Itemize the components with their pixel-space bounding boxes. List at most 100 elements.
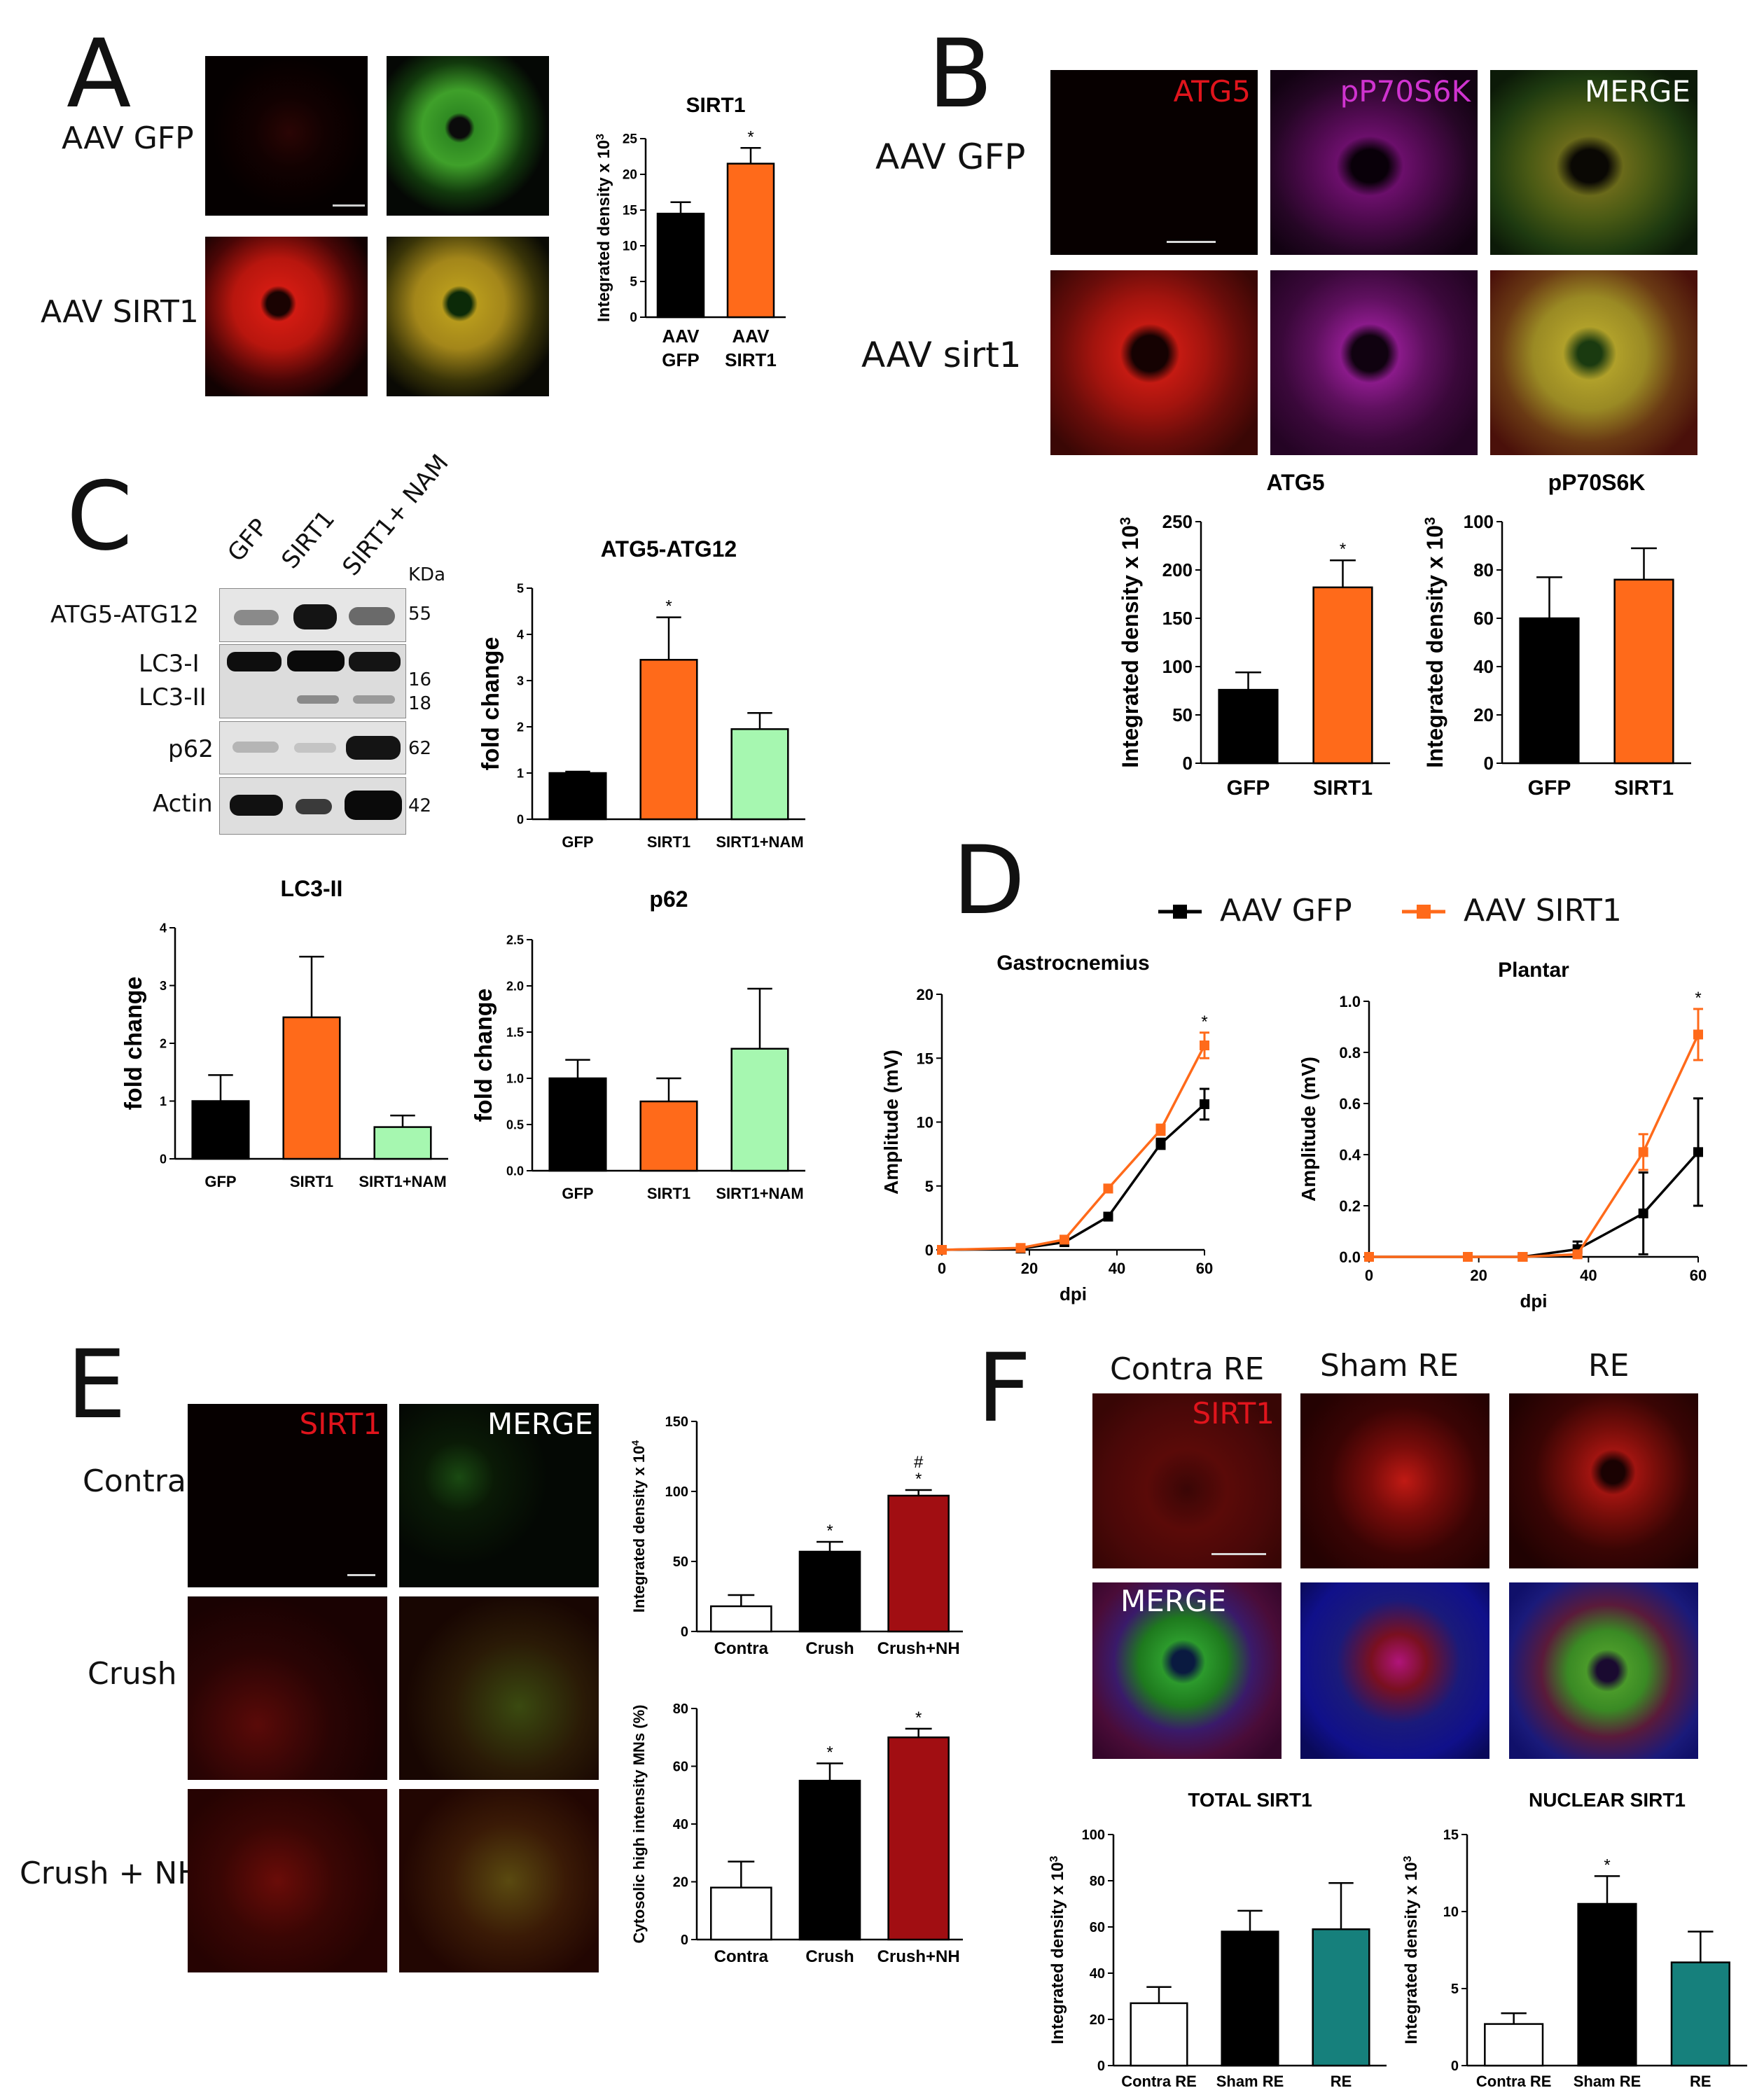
micrograph-a-gfp-green — [387, 56, 549, 216]
x-category-label: GFP — [562, 833, 593, 851]
panel-letter-a: A — [67, 19, 132, 129]
chart-d-gastrocnemius: Gastrocnemius 0 5 10 15 20 0 20 40 60 dpi Amplitude… — [880, 952, 1213, 1304]
y-tick-label: 5 — [517, 581, 524, 595]
chart-b-atg5: ATG5 0 50 100 150 200 250 Integrated density x … — [1118, 470, 1390, 800]
data-point-aav-sirt1 — [1638, 1147, 1648, 1157]
series-line-aav-sirt1 — [941, 1045, 1206, 1251]
significance-mark: * — [1340, 540, 1346, 559]
row-label-crush: Crush — [88, 1656, 177, 1692]
y-tick-label: 0.6 — [1339, 1095, 1361, 1113]
data-point-aav-gfp — [1693, 1147, 1703, 1157]
wb-label-actin: Actin — [153, 790, 213, 818]
x-category-label: GFP — [1528, 777, 1571, 800]
y-tick-label: 0 — [1484, 753, 1494, 774]
row-label-crush-nh: Crush + NH — [20, 1856, 201, 1891]
significance-mark: * — [1604, 1856, 1610, 1874]
significance-mark: * — [1201, 1012, 1207, 1031]
kda-62: 62 — [408, 738, 432, 759]
y-tick-label: 2.0 — [506, 979, 524, 993]
bar-gfp — [548, 1077, 607, 1172]
x-tick-label: 20 — [1470, 1267, 1487, 1284]
y-tick-label: 5 — [925, 1178, 933, 1195]
x-tick-label: 40 — [1109, 1260, 1125, 1277]
chart-title: ATG5-ATG12 — [601, 536, 737, 562]
y-tick-label: 15 — [917, 1050, 933, 1067]
wb-label-atg5-atg12: ATG5-ATG12 — [50, 601, 199, 629]
y-tick-label: 0.5 — [506, 1118, 524, 1132]
row-label-aav-gfp: AAV GFP — [62, 120, 194, 156]
x-tick-label: 60 — [1196, 1260, 1213, 1277]
data-point-aav-sirt1 — [1364, 1252, 1374, 1262]
bar-re — [1670, 1961, 1730, 2067]
y-tick-label: 5 — [630, 275, 637, 290]
y-tick-label: 100 — [665, 1484, 688, 1500]
y-tick-label: 150 — [1162, 608, 1193, 629]
x-category-label: AAV — [732, 326, 770, 347]
bar-sirt1 — [282, 1016, 341, 1160]
bar-re — [1312, 1928, 1370, 2067]
y-tick-label: 10 — [623, 239, 637, 254]
y-axis-label: Integrated density x 103 — [595, 134, 614, 322]
x-category-label: Sham RE — [1574, 2073, 1641, 2090]
bar-contra-re — [1484, 2023, 1544, 2067]
bar-contra — [710, 1605, 772, 1633]
y-tick-label: 0.8 — [1339, 1044, 1361, 1062]
panel-letter-e: E — [67, 1330, 127, 1440]
legend-d-sirt1-label: AAV SIRT1 — [1464, 893, 1622, 928]
bar-crush — [798, 1550, 861, 1633]
significance-mark: * — [915, 1470, 922, 1489]
significance-mark: * — [1695, 989, 1701, 1008]
x-category-label: GFP — [1227, 777, 1270, 800]
series-line-aav-sirt1 — [1369, 1033, 1700, 1258]
y-tick-label: 250 — [1162, 511, 1193, 532]
data-point-aav-sirt1 — [1463, 1252, 1473, 1262]
chart-c-atg5-atg12: ATG5-ATG12 0 1 2 3 4 5 fold change GFP * SIRT1 SIRT… — [478, 536, 805, 851]
y-tick-label: 0.0 — [506, 1164, 524, 1178]
y-tick-label: 0 — [517, 812, 524, 826]
chart-title: pP70S6K — [1548, 470, 1646, 495]
data-point-aav-sirt1 — [1693, 1029, 1703, 1040]
bar-gfp — [191, 1100, 250, 1160]
panel-letter-c: C — [67, 461, 133, 571]
y-tick-label: 150 — [665, 1414, 688, 1430]
y-tick-label: 100 — [1082, 1828, 1105, 1843]
wb-label-p62: p62 — [168, 735, 214, 763]
column-label-re: RE — [1588, 1348, 1630, 1384]
micrograph-f-re-sirt1 — [1509, 1393, 1698, 1568]
bar-sirt1 — [1312, 586, 1373, 765]
y-tick-label: 0.4 — [1339, 1146, 1361, 1164]
x-category-label: GFP — [562, 1185, 593, 1202]
micrograph-a-sirt1-merge — [387, 237, 549, 396]
chart-title: SIRT1 — [686, 94, 745, 117]
y-axis-label: fold change — [478, 637, 504, 771]
y-tick-label: 15 — [1443, 1828, 1459, 1843]
legend-d-gfp-marker — [1158, 905, 1202, 919]
y-tick-label: 100 — [1464, 511, 1494, 532]
y-tick-label: 4 — [517, 627, 524, 641]
y-tick-label: 4 — [160, 921, 167, 935]
bar-sirt1 — [1613, 578, 1674, 765]
y-tick-label: 10 — [917, 1114, 933, 1132]
panel-letter-b: B — [928, 19, 993, 129]
y-tick-label: 0 — [681, 1624, 688, 1640]
y-tick-label: 80 — [673, 1701, 688, 1717]
y-tick-label: 2.5 — [506, 933, 524, 947]
y-tick-label: 0.0 — [1339, 1248, 1361, 1266]
western-blot-actin — [219, 777, 406, 835]
bar-sham-re — [1221, 1930, 1279, 2067]
bar-contra-re — [1130, 2002, 1188, 2067]
chart-title: TOTAL SIRT1 — [1188, 1789, 1312, 1811]
y-axis-label: Amplitude (mV) — [880, 1050, 902, 1195]
bar-sirt1-nam — [730, 728, 789, 821]
kda-18: 18 — [408, 693, 432, 714]
x-tick-label: 0 — [938, 1260, 946, 1277]
y-tick-label: 60 — [1473, 608, 1494, 629]
x-tick-label: 0 — [1365, 1267, 1373, 1284]
x-category-label: SIRT1 — [1313, 777, 1373, 800]
kda-16: 16 — [408, 669, 432, 690]
wb-label-lc3-i: LC3-I — [139, 650, 200, 678]
y-tick-label: 0 — [925, 1241, 933, 1259]
row-label-aav-sirt1: AAV SIRT1 — [41, 294, 199, 330]
y-axis-label: Integrated density x 104 — [630, 1440, 648, 1613]
y-tick-label: 1 — [160, 1094, 167, 1108]
